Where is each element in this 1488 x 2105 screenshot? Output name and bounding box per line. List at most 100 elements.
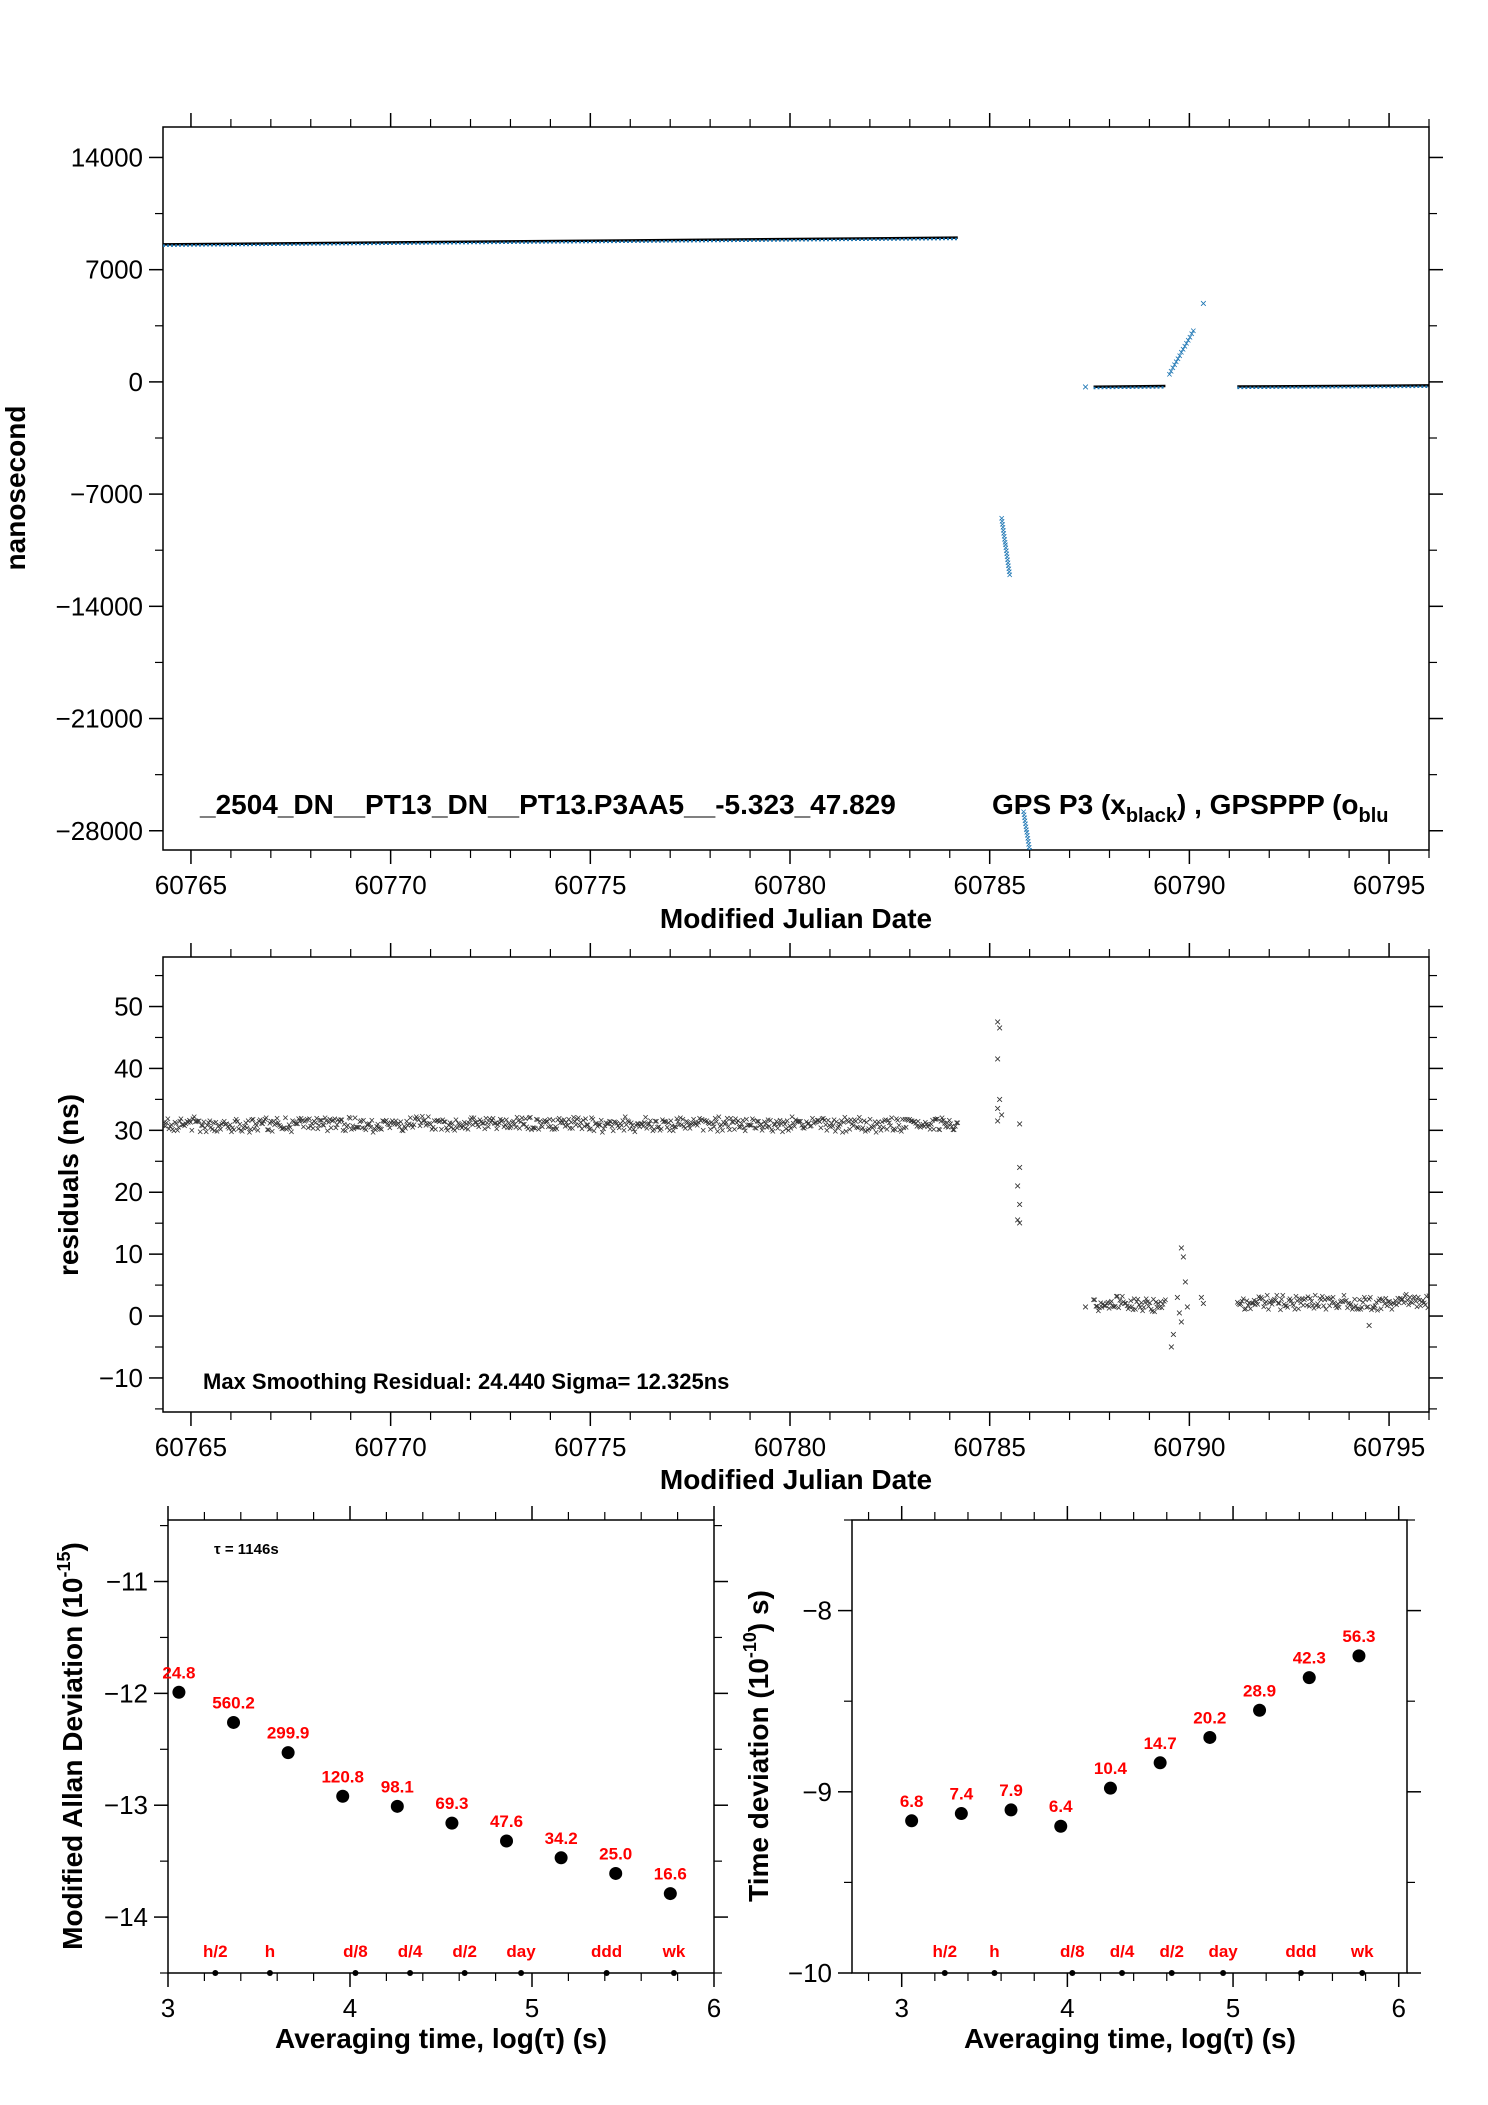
residual-point: × xyxy=(405,1120,411,1132)
residual-point: × xyxy=(253,1120,259,1132)
residual-point: × xyxy=(657,1125,663,1137)
blue-point: × xyxy=(1004,552,1010,564)
time-marker-label: day xyxy=(506,1942,536,1961)
residual-point: × xyxy=(822,1120,828,1132)
blue-point: × xyxy=(1166,369,1172,381)
residual-point: × xyxy=(634,1119,640,1131)
residual-point: × xyxy=(582,1114,588,1126)
x-tick-label: 3 xyxy=(894,1993,908,2023)
residual-point: × xyxy=(1325,1293,1331,1305)
residual-point: × xyxy=(485,1121,491,1133)
residual-point: × xyxy=(660,1116,666,1128)
time-marker-label: ddd xyxy=(591,1942,622,1961)
residual-point: × xyxy=(473,1117,479,1129)
residual-point: × xyxy=(526,1113,532,1125)
residual-point: × xyxy=(1308,1296,1314,1308)
residual-point: × xyxy=(677,1112,683,1124)
residual-point: × xyxy=(1366,1294,1372,1306)
residual-point: × xyxy=(486,1113,492,1125)
residual-point: × xyxy=(700,1125,706,1137)
residual-point: × xyxy=(1328,1294,1334,1306)
residual-point: × xyxy=(653,1116,659,1128)
residual-point: × xyxy=(419,1111,425,1123)
residual-point: × xyxy=(225,1121,231,1133)
residual-point: × xyxy=(440,1114,446,1126)
residual-point: × xyxy=(599,1127,605,1139)
residual-point: × xyxy=(488,1117,494,1129)
time-marker-label: d/2 xyxy=(452,1942,477,1961)
residual-point: × xyxy=(707,1124,713,1136)
blue-point: × xyxy=(1000,522,1006,534)
blue-point: × xyxy=(1025,839,1031,851)
residual-point: × xyxy=(421,1115,427,1127)
residual-point: × xyxy=(203,1127,209,1139)
residual-point: × xyxy=(857,1116,863,1128)
residual-point: × xyxy=(949,1122,955,1134)
time-marker-dot xyxy=(670,1970,677,1976)
residual-point: × xyxy=(759,1125,765,1137)
residual-point: × xyxy=(562,1121,568,1133)
residual-point: × xyxy=(717,1121,723,1133)
residual-point: × xyxy=(449,1118,455,1130)
residual-point: × xyxy=(611,1117,617,1129)
residual-point: × xyxy=(226,1123,232,1135)
residual-point: × xyxy=(1337,1296,1343,1308)
residual-point: × xyxy=(743,1114,749,1126)
residual-point: × xyxy=(471,1113,477,1125)
residual-point: × xyxy=(1290,1300,1296,1312)
residual-point: × xyxy=(696,1113,702,1125)
point-label: 34.2 xyxy=(545,1829,578,1848)
residual-point: × xyxy=(495,1120,501,1132)
time-marker-label: wk xyxy=(662,1942,686,1961)
y-axis-label: Time deviation (10-10) s) xyxy=(740,1590,774,1902)
residual-point: × xyxy=(659,1114,665,1126)
residual-point: × xyxy=(1312,1290,1318,1302)
residual-point: × xyxy=(804,1119,810,1131)
residual-point: × xyxy=(1365,1301,1371,1313)
blue-point: × xyxy=(1182,341,1188,353)
point-label: 25.0 xyxy=(599,1844,632,1863)
scatter-point: × xyxy=(998,1108,1005,1122)
residual-point: × xyxy=(472,1117,478,1129)
residual-point: × xyxy=(864,1125,870,1137)
deviation-point xyxy=(1004,1803,1018,1817)
residual-point: × xyxy=(862,1126,868,1138)
residual-point: × xyxy=(1162,1295,1168,1307)
residual-point: × xyxy=(379,1115,385,1127)
residual-point: × xyxy=(911,1117,917,1129)
residual-point: × xyxy=(635,1119,641,1131)
residual-point: × xyxy=(1396,1297,1402,1309)
time-marker-dot xyxy=(1168,1970,1175,1976)
residual-point: × xyxy=(1387,1299,1393,1311)
residual-point: × xyxy=(234,1116,240,1128)
residual-point: × xyxy=(921,1121,927,1133)
x-tick-label: 60765 xyxy=(155,870,227,900)
scatter-point: × xyxy=(994,1052,1001,1066)
residual-point: × xyxy=(785,1125,791,1137)
blue-point: × xyxy=(1005,560,1011,572)
residual-point: × xyxy=(235,1123,241,1135)
residual-point: × xyxy=(533,1114,539,1126)
residual-point: × xyxy=(298,1113,304,1125)
residuals-panel: 60765 60770 60775 60780 60785 60790 60795 50 40 3… xyxy=(53,943,1443,1495)
residual-point: × xyxy=(699,1114,705,1126)
residual-point: × xyxy=(718,1120,724,1132)
y-tick-label: −28000 xyxy=(56,816,143,846)
residual-point: × xyxy=(358,1116,364,1128)
residual-point: × xyxy=(644,1123,650,1135)
residual-point: × xyxy=(446,1120,452,1132)
residual-point: × xyxy=(520,1119,526,1131)
residual-point: × xyxy=(243,1117,249,1129)
residual-point: × xyxy=(1119,1291,1125,1303)
axis-ticks: 60765 60770 60775 60780 60785 60790 60795 50 40 3… xyxy=(99,943,1443,1462)
residual-point: × xyxy=(1296,1293,1302,1305)
residual-point: × xyxy=(305,1122,311,1134)
residual-point: × xyxy=(325,1117,331,1129)
residual-point: × xyxy=(1137,1302,1143,1314)
residual-point: × xyxy=(665,1118,671,1130)
y-tick-label: −14 xyxy=(104,1902,148,1932)
residual-point: × xyxy=(1403,1289,1409,1301)
residual-point: × xyxy=(1270,1295,1276,1307)
residual-point: × xyxy=(807,1121,813,1133)
residual-point: × xyxy=(1404,1295,1410,1307)
